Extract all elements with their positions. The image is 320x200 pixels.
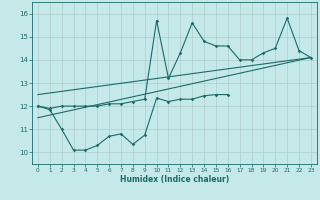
- X-axis label: Humidex (Indice chaleur): Humidex (Indice chaleur): [120, 175, 229, 184]
